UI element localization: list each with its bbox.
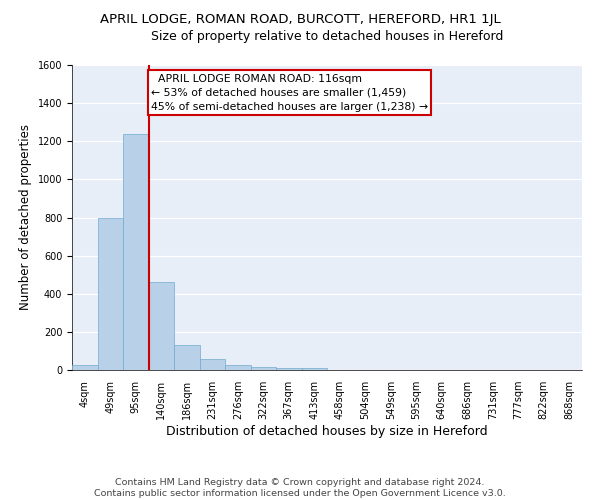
Y-axis label: Number of detached properties: Number of detached properties — [19, 124, 32, 310]
Text: Contains HM Land Registry data © Crown copyright and database right 2024.
Contai: Contains HM Land Registry data © Crown c… — [94, 478, 506, 498]
Bar — [72, 365, 97, 370]
Text: APRIL LODGE, ROMAN ROAD, BURCOTT, HEREFORD, HR1 1JL: APRIL LODGE, ROMAN ROAD, BURCOTT, HEREFO… — [100, 12, 500, 26]
Text: APRIL LODGE ROMAN ROAD: 116sqm  
← 53% of detached houses are smaller (1,459)
45: APRIL LODGE ROMAN ROAD: 116sqm ← 53% of … — [151, 74, 428, 112]
Title: Size of property relative to detached houses in Hereford: Size of property relative to detached ho… — [151, 30, 503, 43]
Bar — [302, 368, 327, 370]
Bar — [225, 365, 251, 370]
Bar — [251, 366, 276, 370]
Bar — [149, 282, 174, 370]
Bar — [97, 218, 123, 370]
Bar — [123, 134, 149, 370]
X-axis label: Distribution of detached houses by size in Hereford: Distribution of detached houses by size … — [166, 425, 488, 438]
Bar — [199, 358, 225, 370]
Bar — [174, 345, 199, 370]
Bar — [276, 368, 302, 370]
